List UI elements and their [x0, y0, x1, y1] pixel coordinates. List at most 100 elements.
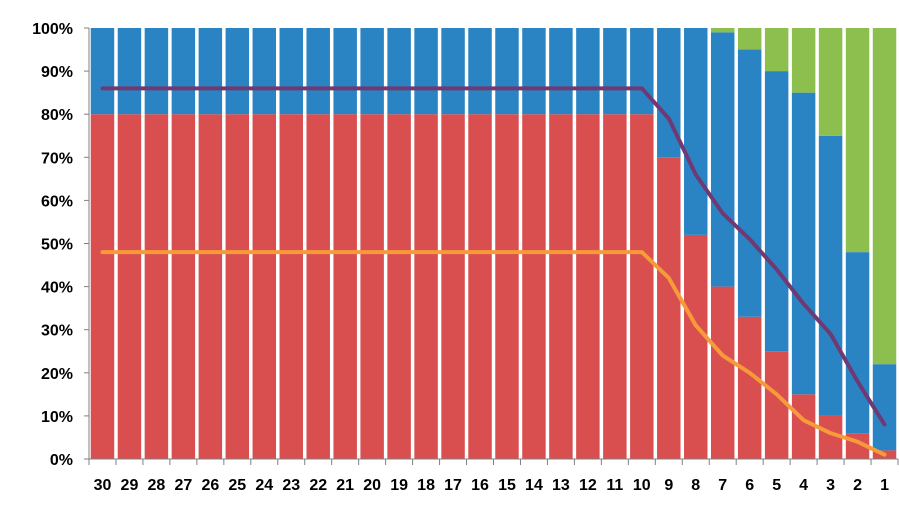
- bar-segment: [791, 28, 816, 93]
- x-tick-label: 25: [228, 477, 246, 494]
- x-tick-label: 29: [121, 477, 139, 494]
- x-tick-label: 21: [336, 477, 354, 494]
- x-tick-label: 5: [772, 477, 781, 494]
- bar-segment: [737, 28, 762, 50]
- y-tick-label: 90%: [41, 64, 73, 81]
- bar-segment: [252, 28, 277, 115]
- x-tick-label: 6: [745, 477, 754, 494]
- x-tick-label: 14: [525, 477, 543, 494]
- bar-segment: [225, 114, 250, 459]
- bar-segment: [791, 92, 816, 395]
- y-tick-label: 40%: [41, 280, 73, 297]
- bar-segment: [198, 28, 223, 115]
- bar-segment: [764, 351, 789, 459]
- series-line: [100, 86, 887, 427]
- bar-segment: [845, 28, 870, 253]
- bar-segment: [603, 114, 627, 459]
- bar-segment: [468, 114, 492, 459]
- x-tick-label: 18: [417, 477, 435, 494]
- bar-segment: [576, 28, 600, 115]
- bar-segment: [657, 28, 681, 158]
- x-tick-label: 26: [201, 477, 219, 494]
- bar-segment: [117, 114, 142, 459]
- bar-segment: [872, 28, 897, 365]
- lines-layer: [100, 86, 887, 457]
- x-tick-label: 12: [579, 477, 597, 494]
- x-tick-label: 1: [880, 477, 889, 494]
- x-tick-label: 24: [255, 477, 273, 494]
- y-tick-label: 80%: [41, 107, 73, 124]
- bar-segment: [684, 234, 708, 459]
- bar-segment: [117, 28, 142, 115]
- bar-segment: [90, 28, 115, 115]
- x-tick-label: 22: [309, 477, 327, 494]
- bar-segment: [522, 114, 546, 459]
- bar-segment: [144, 114, 169, 459]
- x-tick-label: 3: [826, 477, 835, 494]
- x-tick-label: 9: [664, 477, 673, 494]
- x-tick-label: 4: [799, 477, 808, 494]
- x-tick-label: 11: [606, 477, 623, 494]
- bar-segment: [333, 28, 357, 115]
- y-tick-label: 60%: [41, 193, 73, 210]
- bar-segment: [144, 28, 169, 115]
- bar-segment: [360, 28, 384, 115]
- bar-segment: [198, 114, 223, 459]
- bar-segment: [872, 364, 897, 451]
- axes-layer: 0%10%20%30%40%50%60%70%80%90%100%30 29 28 2…: [32, 21, 899, 494]
- x-tick-label: 27: [174, 477, 192, 494]
- bar-segment: [387, 28, 411, 115]
- bar-segment: [279, 114, 303, 459]
- bar-segment: [468, 28, 492, 115]
- x-tick-label: 16: [471, 477, 489, 494]
- bar-segment: [333, 114, 357, 459]
- bar-segment: [737, 316, 762, 459]
- series-line: [100, 250, 887, 457]
- bar-segment: [414, 28, 438, 115]
- x-tick-label: 10: [633, 477, 651, 494]
- y-tick-label: 50%: [41, 237, 73, 254]
- x-tick-label: 17: [444, 477, 462, 494]
- bar-segment: [710, 32, 735, 287]
- bar-segment: [171, 28, 196, 115]
- y-tick-label: 30%: [41, 323, 73, 340]
- bar-segment: [710, 286, 735, 459]
- bar-segment: [710, 28, 735, 33]
- y-tick-label: 70%: [41, 150, 73, 167]
- bar-segment: [252, 114, 277, 459]
- y-tick-label: 10%: [41, 409, 73, 426]
- x-tick-label: 28: [148, 477, 166, 494]
- bar-segment: [414, 114, 438, 459]
- bar-segment: [764, 71, 789, 352]
- bar-segment: [845, 252, 870, 434]
- bar-segment: [522, 28, 546, 115]
- x-tick-label: 19: [390, 477, 408, 494]
- bar-segment: [549, 28, 573, 115]
- bar-segment: [90, 114, 115, 459]
- bar-segment: [791, 394, 816, 459]
- bar-segment: [495, 28, 519, 115]
- bar-segment: [549, 114, 573, 459]
- bar-segment: [360, 114, 384, 459]
- x-tick-label: 7: [718, 477, 727, 494]
- bar-segment: [441, 114, 465, 459]
- bar-segment: [818, 28, 843, 136]
- x-tick-label: 30: [94, 477, 112, 494]
- bar-segment: [657, 157, 681, 460]
- bar-segment: [737, 49, 762, 317]
- bar-segment: [630, 114, 654, 459]
- y-tick-label: 0%: [50, 452, 73, 469]
- bar-segment: [818, 415, 843, 459]
- bar-segment: [306, 114, 330, 459]
- x-tick-label: 23: [282, 477, 300, 494]
- x-tick-label: 2: [853, 477, 862, 494]
- bar-segment: [818, 135, 843, 416]
- x-tick-label: 13: [552, 477, 570, 494]
- bar-segment: [630, 28, 654, 115]
- bar-segment: [306, 28, 330, 115]
- bar-segment: [279, 28, 303, 115]
- bar-segment: [171, 114, 196, 459]
- bar-segment: [576, 114, 600, 459]
